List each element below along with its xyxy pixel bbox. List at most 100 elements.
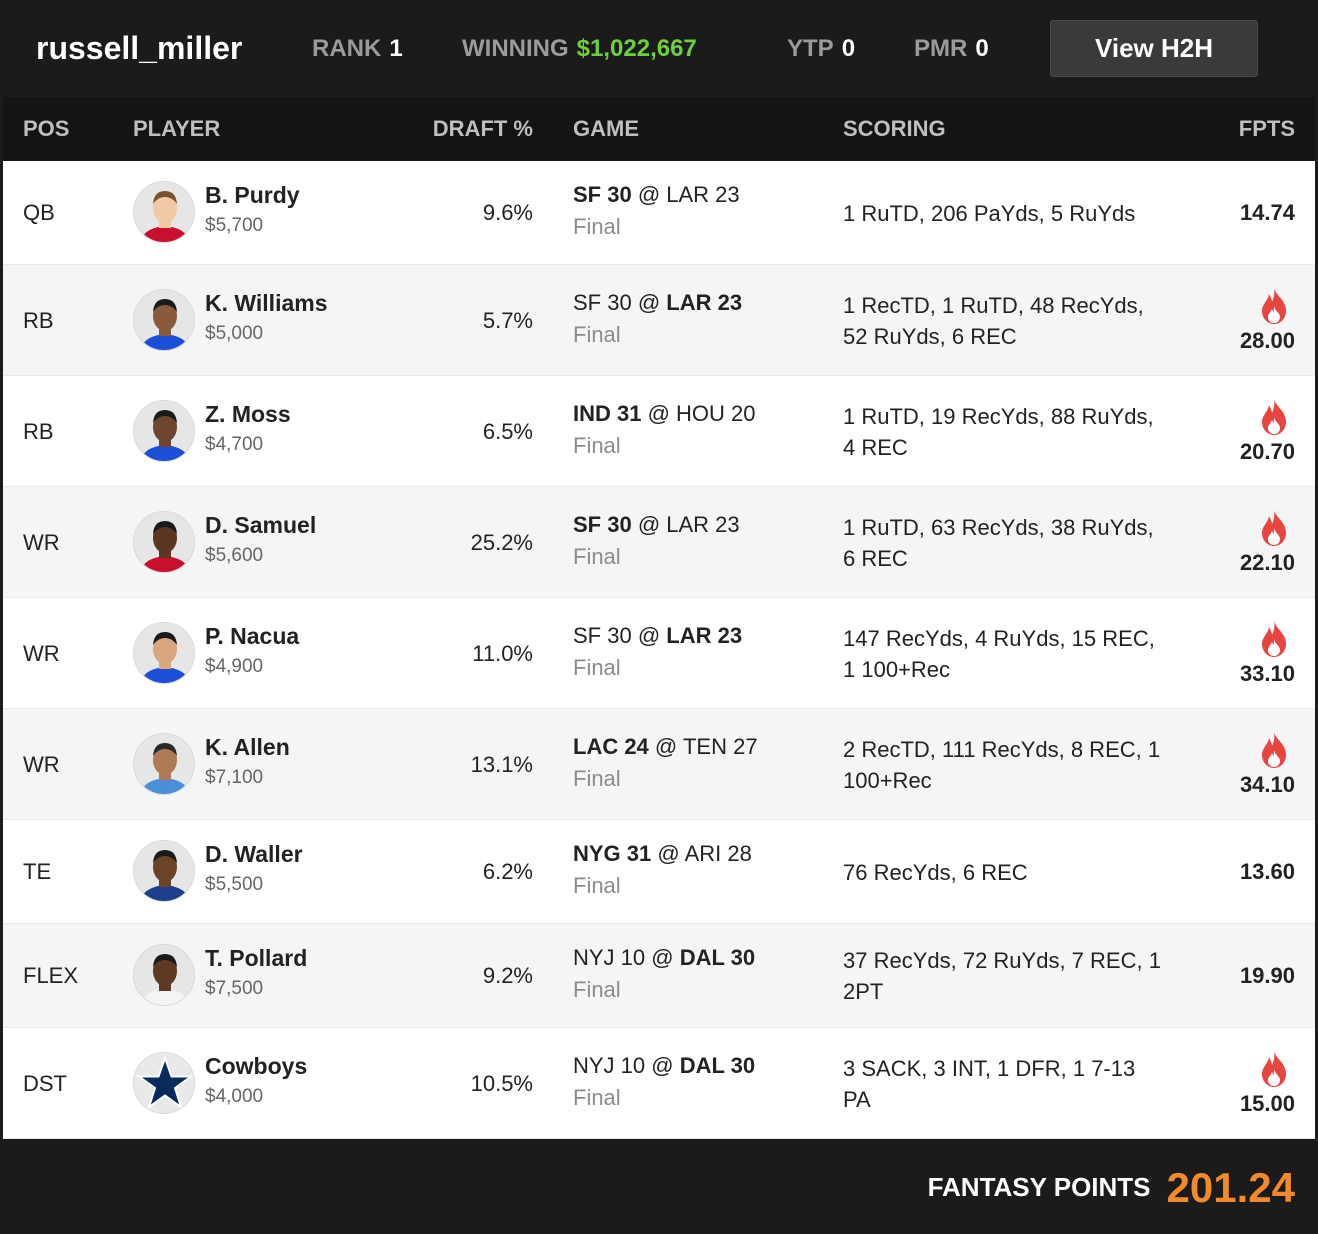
col-player[interactable]: PLAYER: [133, 116, 221, 141]
fantasy-points: 28.00: [1239, 327, 1295, 353]
player-salary: $5,700: [205, 215, 264, 236]
scoring-summary: 1 RuTD, 19 RecYds, 88 RuYds, 4 REC: [843, 403, 1154, 460]
game-score: SF 30 @ LAR 23: [573, 622, 743, 648]
rank-stat: RANK 1: [312, 35, 462, 63]
player-avatar[interactable]: [133, 840, 195, 902]
row-pos: WR: [23, 640, 60, 666]
game-score: NYJ 10 @ DAL 30: [573, 945, 756, 970]
player-name[interactable]: K. Allen: [205, 733, 290, 760]
player-name[interactable]: Z. Moss: [205, 400, 291, 427]
draft-percent: 9.6%: [482, 200, 533, 225]
player-name[interactable]: B. Purdy: [205, 182, 300, 208]
game-home-team: ARI 28: [684, 841, 752, 866]
table-row[interactable]: WR P. Nacua $4,900 11.0% SF 30 @ LAR 23 Final…: [3, 598, 1315, 709]
scoring-summary: 3 SACK, 3 INT, 1 DFR, 1 7-13 PA: [843, 1055, 1136, 1112]
scoring-summary: 1 RuTD, 206 PaYds, 5 RuYds: [843, 200, 1136, 226]
table-row[interactable]: QB B. Purdy $5,700 9.6% SF 30 @ LAR 23 Final 1…: [3, 161, 1315, 265]
draft-percent: 6.5%: [482, 418, 533, 444]
fantasy-points: 19.90: [1239, 963, 1295, 988]
fire-icon: [1259, 509, 1289, 547]
game-status: Final: [573, 873, 621, 898]
fire-icon: [1259, 620, 1289, 658]
fantasy-points: 14.74: [1239, 200, 1295, 225]
game-away-team: SF 30: [573, 289, 632, 315]
table-row[interactable]: FLEX T. Pollard $7,500 9.2% NYJ 10 @ DAL 30 F…: [3, 924, 1315, 1028]
row-pos: WR: [23, 751, 60, 777]
player-avatar[interactable]: [133, 1051, 195, 1114]
game-score: SF 30 @ LAR 23: [573, 511, 740, 537]
game-status: Final: [573, 1084, 621, 1110]
draft-percent: 5.7%: [482, 307, 533, 333]
player-avatar[interactable]: [133, 399, 195, 462]
game-away-team: NYG 31: [573, 841, 652, 866]
ytp-value: 0: [841, 34, 856, 62]
player-name[interactable]: Cowboys: [205, 1052, 308, 1079]
scoring-summary: 2 RecTD, 111 RecYds, 8 REC, 1 100+Rec: [843, 736, 1161, 793]
game-status: Final: [573, 765, 621, 791]
game-home-team: LAR 23: [666, 511, 740, 537]
player-avatar[interactable]: [133, 944, 195, 1006]
game-home-team: LAR 23: [666, 182, 740, 207]
table-row[interactable]: TE D. Waller $5,500 6.2% NYG 31 @ ARI 28 Fina…: [3, 820, 1315, 924]
fantasy-points: 20.70: [1239, 438, 1295, 464]
row-pos: DST: [23, 1070, 67, 1096]
game-status: Final: [573, 543, 621, 569]
player-salary: $4,000: [205, 1085, 264, 1107]
row-pos: WR: [23, 529, 60, 555]
scoring-summary: 1 RuTD, 63 RecYds, 38 RuYds, 6 REC: [843, 514, 1154, 571]
game-away-team: SF 30: [573, 622, 632, 648]
player-avatar[interactable]: [133, 181, 195, 243]
fire-icon: [1259, 1050, 1289, 1088]
table-row[interactable]: DST Cowboys $4,000 10.5% NYJ 10 @ DAL 30 Fina…: [3, 1028, 1315, 1139]
game-away-team: NYJ 10: [573, 1052, 646, 1078]
scoring-summary: 37 RecYds, 72 RuYds, 7 REC, 1 2PT: [843, 948, 1161, 1004]
col-fpts[interactable]: FPTS: [1238, 116, 1295, 141]
table-row[interactable]: RB K. Williams $5,000 5.7% SF 30 @ LAR 23 Fin…: [3, 265, 1315, 376]
draft-percent: 9.2%: [482, 963, 533, 988]
player-name[interactable]: D. Waller: [205, 841, 303, 867]
game-home-team: LAR 23: [666, 622, 743, 648]
player-name[interactable]: T. Pollard: [205, 945, 308, 971]
scoring-summary: 147 RecYds, 4 RuYds, 15 REC, 1 100+Rec: [843, 625, 1155, 682]
view-h2h-button[interactable]: View H2H: [1050, 20, 1258, 77]
col-game[interactable]: GAME: [573, 116, 639, 141]
player-avatar[interactable]: [133, 732, 195, 795]
player-avatar[interactable]: [133, 288, 195, 351]
lineup-header: russell_miller RANK 1 WINNING $1,022,667…: [3, 0, 1315, 97]
col-pos[interactable]: POS: [23, 116, 70, 141]
fantasy-points-total: 201.24: [1166, 1163, 1295, 1211]
player-avatar[interactable]: [133, 621, 195, 684]
player-avatar[interactable]: [133, 510, 195, 573]
winning-stat: WINNING $1,022,667: [462, 35, 787, 63]
player-salary: $5,600: [205, 544, 264, 566]
player-name[interactable]: P. Nacua: [205, 622, 300, 649]
row-pos: FLEX: [23, 963, 79, 988]
username: russell_miller: [36, 30, 243, 66]
player-salary: $7,100: [205, 766, 264, 788]
draft-percent: 25.2%: [470, 529, 533, 555]
col-scoring[interactable]: SCORING: [843, 116, 946, 141]
game-away-team: NYJ 10: [573, 945, 646, 970]
fantasy-points-label: FANTASY POINTS: [927, 1172, 1151, 1202]
table-row[interactable]: RB Z. Moss $4,700 6.5% IND 31 @ HOU 20 Final 1…: [3, 376, 1315, 487]
rank-value: 1: [389, 34, 403, 62]
game-score: NYJ 10 @ DAL 30: [573, 1052, 756, 1078]
game-status: Final: [573, 977, 621, 1002]
pmr-value: 0: [975, 34, 989, 62]
player-name[interactable]: K. Williams: [205, 289, 328, 316]
player-name[interactable]: D. Samuel: [205, 511, 317, 538]
col-draft[interactable]: DRAFT %: [432, 116, 533, 141]
fantasy-points: 13.60: [1239, 859, 1295, 884]
scoring-summary: 76 RecYds, 6 REC: [843, 859, 1028, 885]
table-row[interactable]: WR K. Allen $7,100 13.1% LAC 24 @ TEN 27 Fina…: [3, 709, 1315, 820]
fire-icon: [1259, 731, 1289, 769]
game-home-team: TEN 27: [682, 733, 758, 759]
game-home-team: HOU 20: [676, 400, 756, 426]
game-home-team: DAL 30: [679, 1052, 756, 1078]
table-row[interactable]: WR D. Samuel $5,600 25.2% SF 30 @ LAR 23 Fina…: [3, 487, 1315, 598]
fantasy-points: 22.10: [1239, 549, 1295, 575]
lineup-table: QB B. Purdy $5,700 9.6% SF 30 @ LAR 23 Final 1…: [3, 161, 1315, 1139]
rank-label: RANK: [312, 34, 382, 62]
fantasy-points: 33.10: [1239, 660, 1295, 686]
